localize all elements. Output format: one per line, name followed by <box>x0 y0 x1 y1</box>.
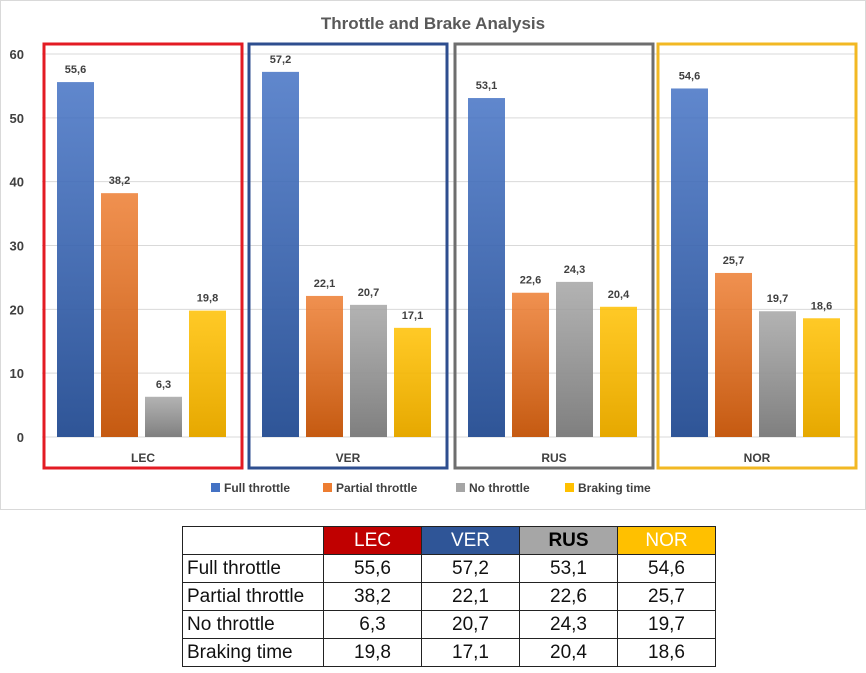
legend-swatch <box>211 483 220 492</box>
table-cell: 20,7 <box>421 610 520 639</box>
data-label: 25,7 <box>723 255 744 267</box>
table-cell: 17,1 <box>421 638 520 667</box>
table-row: Full throttle 55,6 57,2 53,1 54,6 <box>182 554 716 583</box>
bar-nor-1 <box>715 272 752 437</box>
x-tick-label: LEC <box>131 451 155 465</box>
bar-nor-0 <box>671 88 708 437</box>
bar-ver-3 <box>394 327 431 437</box>
table-cell: 20,4 <box>519 638 618 667</box>
data-label: 54,6 <box>679 70 700 82</box>
legend-swatch <box>456 483 465 492</box>
table-cell: 18,6 <box>617 638 716 667</box>
table-cell: 38,2 <box>323 582 422 611</box>
bar-rus-1 <box>512 292 549 437</box>
y-tick-label: 60 <box>10 47 24 62</box>
data-label: 24,3 <box>564 264 585 276</box>
bar-rus-3 <box>600 306 637 437</box>
bar-lec-3 <box>189 310 226 437</box>
data-label: 20,7 <box>358 287 379 299</box>
data-label: 22,1 <box>314 278 335 290</box>
legend-label: Braking time <box>578 481 651 495</box>
table-corner-cell <box>182 526 324 555</box>
data-label: 38,2 <box>109 175 130 187</box>
table-row: Braking time 19,8 17,1 20,4 18,6 <box>182 638 716 667</box>
x-tick-label: NOR <box>744 451 771 465</box>
table-cell: 6,3 <box>323 610 422 639</box>
table-row-label: Partial throttle <box>182 582 324 611</box>
y-tick-label: 50 <box>10 111 24 126</box>
table-row: No throttle 6,3 20,7 24,3 19,7 <box>182 610 716 639</box>
table-header-nor: NOR <box>617 526 716 555</box>
data-label: 19,7 <box>767 293 788 305</box>
x-tick-label: RUS <box>541 451 566 465</box>
bar-ver-2 <box>350 304 387 437</box>
legend-swatch <box>323 483 332 492</box>
table-cell: 57,2 <box>421 554 520 583</box>
data-label: 57,2 <box>270 54 291 66</box>
data-label: 53,1 <box>476 80 497 92</box>
table-row-label: Full throttle <box>182 554 324 583</box>
table-row-label: No throttle <box>182 610 324 639</box>
table-cell: 53,1 <box>519 554 618 583</box>
table-header-row: LEC VER RUS NOR <box>182 526 716 555</box>
legend-swatch <box>565 483 574 492</box>
data-label: 19,8 <box>197 293 218 305</box>
table-cell: 24,3 <box>519 610 618 639</box>
bar-lec-1 <box>101 193 138 437</box>
legend-label: Full throttle <box>224 481 290 495</box>
chart-title: Throttle and Brake Analysis <box>321 14 545 33</box>
group-frame-ver <box>247 42 449 470</box>
data-label: 55,6 <box>65 64 86 76</box>
group-frame-nor <box>656 42 858 470</box>
x-tick-label: VER <box>336 451 361 465</box>
y-tick-label: 10 <box>10 366 24 381</box>
data-label: 20,4 <box>608 289 630 301</box>
bar-ver-1 <box>306 295 343 437</box>
table-header-lec: LEC <box>323 526 422 555</box>
table-cell: 55,6 <box>323 554 422 583</box>
y-tick-label: 20 <box>10 302 24 317</box>
bar-lec-0 <box>57 82 94 437</box>
group-frame-rus <box>453 42 655 470</box>
table-cell: 22,1 <box>421 582 520 611</box>
y-tick-label: 0 <box>17 430 24 445</box>
legend-label: Partial throttle <box>336 481 418 495</box>
table-header-rus: RUS <box>519 526 618 555</box>
table-row: Partial throttle 38,2 22,1 22,6 25,7 <box>182 582 716 611</box>
bar-chart: Throttle and Brake Analysis 0 10 20 30 40 50 60… <box>0 0 866 510</box>
table-header-ver: VER <box>421 526 520 555</box>
y-tick-label: 30 <box>10 239 24 254</box>
group-frame-lec <box>42 42 244 470</box>
data-table: LEC VER RUS NOR Full throttle 55,6 57,2 … <box>182 526 716 667</box>
bar-nor-3 <box>803 318 840 437</box>
table-cell: 19,7 <box>617 610 716 639</box>
data-label: 22,6 <box>520 275 541 287</box>
table-row-label: Braking time <box>182 638 324 667</box>
chart-area: Throttle and Brake Analysis 0 10 20 30 40 50 60… <box>0 0 866 510</box>
data-label: 18,6 <box>811 300 832 312</box>
bar-rus-2 <box>556 281 593 437</box>
table-cell: 19,8 <box>323 638 422 667</box>
data-label: 17,1 <box>402 310 423 322</box>
y-tick-label: 40 <box>10 175 24 190</box>
bar-ver-0 <box>262 71 299 437</box>
table-cell: 22,6 <box>519 582 618 611</box>
bar-rus-0 <box>468 98 505 438</box>
data-label: 6,3 <box>156 379 171 391</box>
legend-label: No throttle <box>469 481 530 495</box>
bar-nor-2 <box>759 311 796 437</box>
table-cell: 25,7 <box>617 582 716 611</box>
bar-lec-2 <box>145 396 182 437</box>
table-cell: 54,6 <box>617 554 716 583</box>
